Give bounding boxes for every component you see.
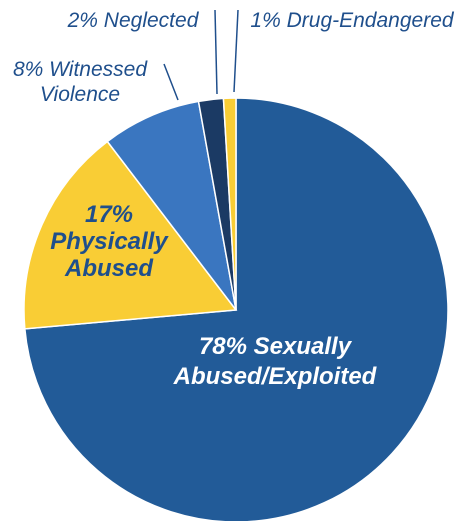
pie-slices <box>23 97 449 521</box>
slice-label-witnessed-violence: 8% Witnessed Violence <box>13 58 148 106</box>
slice-label-line: 8% Witnessed <box>13 58 148 81</box>
slice-label-line: 2% Neglected <box>67 9 200 32</box>
slice-label-neglected: 2% Neglected <box>67 9 200 32</box>
leader-line-neglected <box>214 9 218 95</box>
slice-label-line: 17% <box>85 201 133 228</box>
slice-label-line: 78% Sexually <box>199 333 353 360</box>
slice-label-line: Violence <box>40 83 120 106</box>
pie-slice-drug-endangered <box>222 97 237 311</box>
leader-line-witnessed-violence <box>163 63 179 101</box>
pie-slice-witnessed-violence <box>106 100 237 311</box>
leader-lines <box>163 9 239 101</box>
leader-line-drug-endangered <box>233 9 239 93</box>
slice-label-sexually-abused: 78% Sexually Abused/Exploited <box>173 333 378 390</box>
slice-label-line: 1% Drug-Endangered <box>250 9 454 32</box>
slice-label-line: Abused/Exploited <box>173 363 378 390</box>
slice-label-line: Physically <box>50 228 169 255</box>
pie-slice-physically-abused <box>23 140 238 330</box>
slice-label-line: Abused <box>64 255 154 282</box>
slice-label-physically-abused: 17% Physically Abused <box>50 201 169 282</box>
slice-label-drug-endangered: 1% Drug-Endangered <box>250 9 454 32</box>
slice-labels: 78% Sexually Abused/Exploited 17% Physicall… <box>13 9 455 390</box>
